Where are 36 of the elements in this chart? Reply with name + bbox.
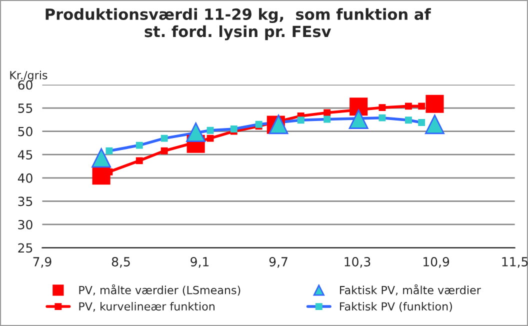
legend-label: PV, målte værdier (LSmeans) bbox=[79, 284, 240, 296]
legend-label: PV, kurvelineær funktion bbox=[79, 302, 214, 312]
point bbox=[136, 157, 143, 164]
y-tick-label: 30 bbox=[18, 220, 32, 230]
point bbox=[160, 147, 168, 154]
point bbox=[350, 98, 368, 116]
point bbox=[378, 104, 386, 112]
legend-label: Faktisk PV, målte værdier bbox=[340, 284, 481, 296]
y-axis-title: Kr./gris bbox=[10, 70, 48, 82]
x-tick-label: 9,1 bbox=[190, 257, 209, 268]
legend-label: Faktisk PV (funktion) bbox=[340, 302, 452, 312]
chart-title: Produktionsværdi 11-29 kg, som funktion af st. ford. lysin pr. FEsv bbox=[46, 8, 431, 40]
point bbox=[425, 114, 444, 134]
point bbox=[324, 109, 331, 116]
x-tick-label: 10,3 bbox=[344, 257, 370, 268]
y-tick-label: 45 bbox=[18, 150, 32, 160]
x-tick-label: 10,9 bbox=[423, 257, 450, 268]
x-tick-label: 11,5 bbox=[502, 257, 528, 268]
point bbox=[92, 148, 112, 168]
point bbox=[206, 134, 214, 142]
y-tick-label: 25 bbox=[18, 243, 32, 253]
point bbox=[92, 166, 110, 185]
y-tick-label: 35 bbox=[18, 196, 32, 206]
point bbox=[186, 122, 206, 142]
point bbox=[348, 110, 368, 129]
point bbox=[268, 114, 288, 134]
y-tick-label: 50 bbox=[18, 126, 32, 136]
point bbox=[405, 102, 412, 110]
x-tick-label: 8,5 bbox=[112, 257, 130, 268]
point bbox=[426, 94, 444, 113]
y-tick-label: 55 bbox=[18, 104, 32, 113]
point bbox=[418, 102, 426, 110]
y-tick-label: 40 bbox=[18, 173, 32, 183]
x-tick-label: 9,7 bbox=[269, 257, 288, 268]
y-tick-label: 60 bbox=[18, 80, 32, 90]
x-tick-label: 7,9 bbox=[33, 257, 52, 268]
